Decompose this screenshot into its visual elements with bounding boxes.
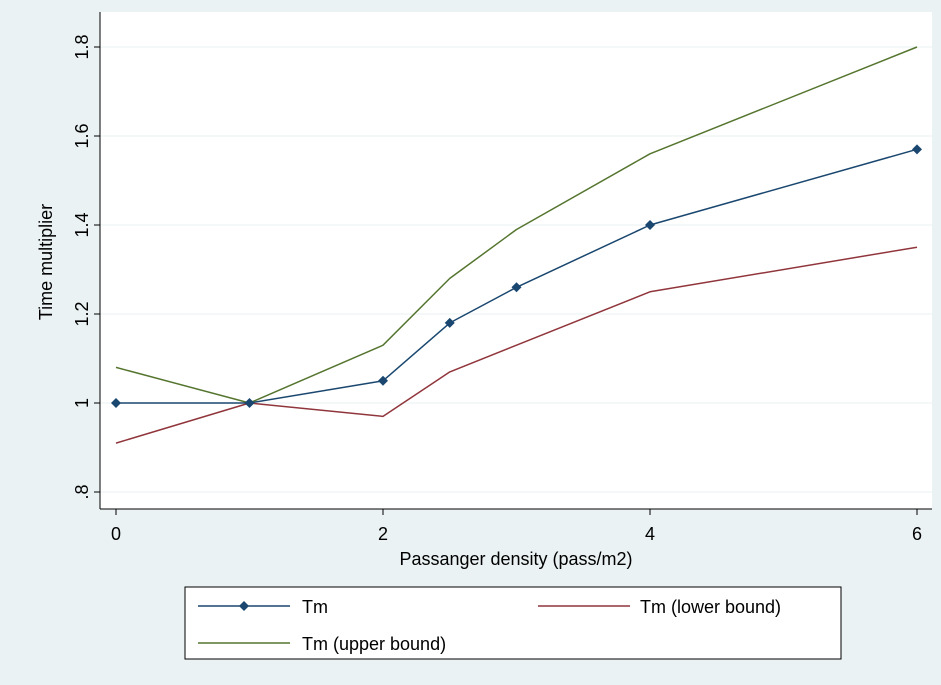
y-axis-label: Time multiplier (36, 204, 56, 320)
y-tick-label: .8 (72, 484, 92, 499)
legend-entry-lower-bound: Tm (lower bound) (538, 597, 781, 617)
legend-box (184, 586, 842, 660)
data-point-tm (912, 144, 922, 155)
data-point-tm (645, 220, 655, 230)
x-tick-label: 0 (111, 524, 121, 544)
legend-entry-tm: Tm (198, 597, 328, 617)
data-point-tm (111, 398, 121, 408)
x-axis-label: Passanger density (pass/m2) (399, 549, 632, 569)
y-tick-label: 1.8 (72, 34, 92, 59)
x-tick-label: 4 (645, 524, 655, 544)
axis-layer: .8 1 1.2 1.4 1.6 1.8 0 2 4 6 (72, 34, 922, 544)
y-tick-label: 1 (72, 398, 92, 408)
legend-label-lower-bound: Tm (lower bound) (640, 597, 781, 617)
legend-label-tm: Tm (302, 597, 328, 617)
data-point-tm (444, 317, 455, 328)
x-tick-label: 6 (912, 524, 922, 544)
data-point-tm (244, 398, 255, 408)
y-tick-label: 1.4 (72, 212, 92, 237)
plot-area (100, 12, 932, 509)
series-layer (111, 46, 922, 444)
data-point-tm (511, 282, 522, 293)
data-point-tm (378, 375, 388, 386)
x-tick-label: 2 (378, 524, 388, 544)
legend-label-upper-bound: Tm (upper bound) (302, 634, 446, 654)
legend-marker-tm (239, 601, 249, 611)
y-tick-label: 1.6 (72, 123, 92, 148)
legend-entry-upper-bound: Tm (upper bound) (198, 634, 446, 654)
y-tick-label: 1.2 (72, 301, 92, 326)
